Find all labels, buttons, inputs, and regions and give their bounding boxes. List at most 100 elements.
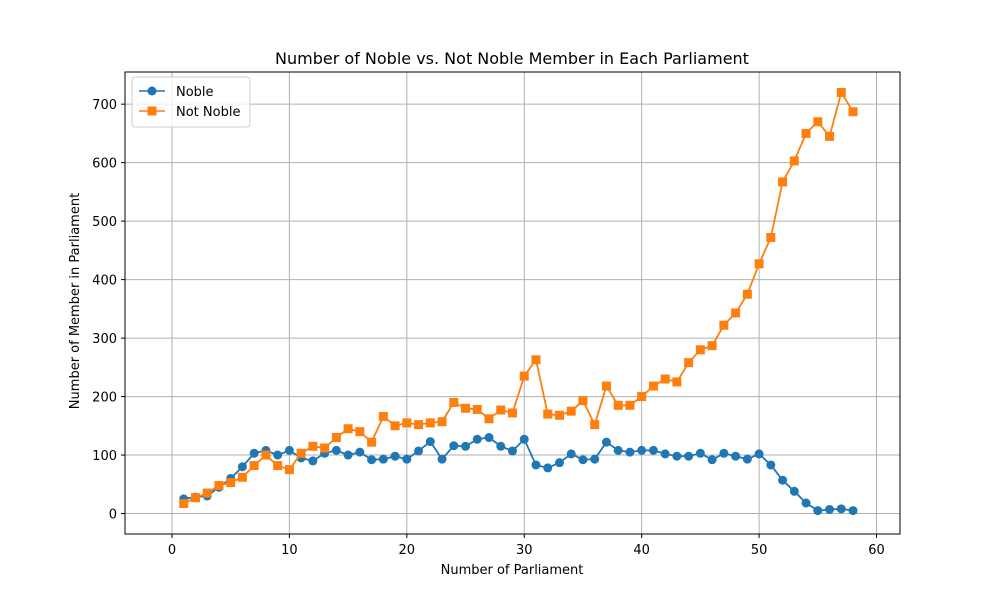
x-tick-label: 60 [868, 543, 885, 558]
plot-frame [124, 71, 901, 535]
not-noble-point [508, 408, 517, 418]
not-noble-point [308, 441, 318, 451]
x-tick-label: 20 [399, 543, 416, 558]
noble-point [531, 460, 541, 470]
not-noble-point [554, 410, 564, 420]
noble-point [801, 498, 811, 508]
not-noble-point [707, 341, 717, 351]
noble-point [402, 454, 412, 464]
noble-point [660, 449, 670, 459]
noble-point [437, 454, 447, 464]
x-axis-label: Number of Parliament [441, 563, 584, 578]
not-noble-point [637, 392, 647, 402]
noble-point [554, 458, 564, 468]
noble-point [731, 451, 741, 461]
noble-point [789, 486, 799, 496]
not-noble-series-line [183, 90, 854, 505]
noble-point [825, 504, 835, 514]
not-noble-point [801, 128, 811, 138]
noble-point [249, 448, 259, 458]
chart-title: Number of Noble vs. Not Noble Member in … [275, 49, 749, 68]
y-tick-label: 200 [92, 391, 117, 406]
not-noble-point [742, 289, 752, 299]
not-noble-point [320, 443, 330, 453]
not-noble-point [390, 421, 400, 431]
not-noble-point [414, 420, 424, 430]
not-noble-point [331, 433, 341, 443]
not-noble-point [367, 437, 377, 447]
not-noble-point [848, 107, 858, 117]
noble-point [390, 451, 400, 461]
not-noble-point [226, 478, 236, 488]
noble-point [367, 455, 377, 465]
not-noble-point [543, 409, 553, 419]
noble-point [672, 451, 682, 461]
noble-point [566, 449, 576, 459]
not-noble-point [695, 345, 705, 355]
noble-point [625, 447, 635, 457]
noble-point [414, 446, 424, 456]
not-noble-point [672, 377, 682, 387]
noble-point [461, 441, 471, 451]
noble-point [766, 460, 776, 470]
y-tick-label: 400 [92, 274, 117, 289]
noble-point [836, 504, 846, 514]
not-noble-point [825, 131, 835, 141]
not-noble-point [613, 400, 623, 410]
y-tick-label: 0 [109, 508, 117, 523]
not-noble-point [719, 320, 729, 330]
not-noble-point [296, 448, 306, 458]
x-tick-label: 50 [751, 543, 768, 558]
not-noble-point [461, 403, 471, 413]
not-noble-point [566, 406, 576, 416]
noble-point [601, 437, 611, 447]
not-noble-point [754, 259, 764, 269]
not-noble-point [284, 465, 294, 475]
x-tick-label: 40 [633, 543, 650, 558]
legend: Noble Not Noble [131, 76, 251, 128]
not-noble-point [190, 493, 200, 503]
not-noble-point [273, 461, 283, 471]
noble-point [496, 441, 506, 451]
y-axis-label: Number of Member in Parliament [68, 193, 83, 409]
noble-point [284, 445, 294, 455]
not-noble-point [484, 414, 494, 424]
not-noble-point [578, 396, 588, 406]
noble-point [742, 454, 752, 464]
x-tick-label: 10 [281, 543, 298, 558]
noble-point [425, 437, 435, 447]
not-noble-point [425, 418, 435, 428]
not-noble-point [684, 358, 694, 368]
not-noble-point [778, 177, 788, 187]
noble-point [378, 454, 388, 464]
not-noble-point [531, 355, 541, 365]
noble-point [613, 445, 623, 455]
grid-layer [125, 72, 900, 534]
not-noble-point [766, 233, 776, 243]
legend-not-noble-marker [147, 106, 157, 116]
not-noble-point [179, 499, 189, 509]
noble-point [719, 448, 729, 458]
noble-point [273, 450, 283, 460]
not-noble-point [449, 397, 459, 407]
series-layer [179, 87, 858, 516]
not-noble-point [625, 400, 635, 410]
y-tick-label: 300 [92, 332, 117, 347]
not-noble-point [437, 417, 447, 427]
not-noble-point [731, 308, 741, 318]
not-noble-point [249, 461, 259, 471]
y-tick-label: 600 [92, 157, 117, 172]
noble-series-line [183, 436, 854, 512]
noble-point [519, 434, 529, 444]
not-noble-point [789, 156, 799, 166]
not-noble-point [496, 405, 506, 415]
noble-point [355, 447, 365, 457]
not-noble-point [355, 427, 365, 437]
not-noble-point [648, 381, 658, 391]
not-noble-point [237, 472, 247, 482]
noble-point [472, 434, 482, 444]
y-tick-label: 100 [92, 449, 117, 464]
not-noble-point [813, 117, 823, 127]
noble-point [637, 445, 647, 455]
